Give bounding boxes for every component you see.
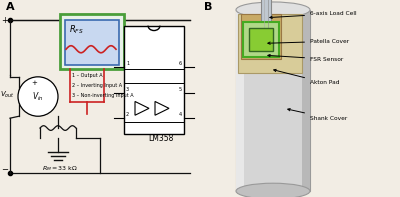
Text: B: B xyxy=(204,2,212,12)
Text: 6-axis Load Cell: 6-axis Load Cell xyxy=(270,11,357,19)
Text: 1: 1 xyxy=(126,61,129,66)
Ellipse shape xyxy=(236,183,310,197)
Bar xyxy=(236,10,244,191)
Text: Patella Cover: Patella Cover xyxy=(268,39,349,44)
Polygon shape xyxy=(135,101,149,115)
Text: −: − xyxy=(1,165,8,174)
Text: Akton Pad: Akton Pad xyxy=(274,69,340,85)
Text: +: + xyxy=(1,16,8,25)
Text: 1 – Output A: 1 – Output A xyxy=(72,73,103,78)
Bar xyxy=(261,0,271,28)
Text: 4: 4 xyxy=(179,112,182,117)
Text: A: A xyxy=(6,2,15,12)
Bar xyxy=(124,26,184,134)
Ellipse shape xyxy=(236,2,310,18)
Bar xyxy=(236,10,310,191)
Bar xyxy=(243,22,279,57)
Text: FSR Sensor: FSR Sensor xyxy=(268,54,343,62)
Polygon shape xyxy=(155,101,169,115)
Bar xyxy=(302,10,310,191)
Text: LM358: LM358 xyxy=(148,134,173,143)
Bar xyxy=(60,14,124,69)
Text: $V_{in}$: $V_{in}$ xyxy=(32,90,44,103)
Bar xyxy=(65,20,119,65)
Text: 3: 3 xyxy=(126,87,129,92)
Circle shape xyxy=(18,77,58,116)
Text: 6: 6 xyxy=(179,61,182,66)
Bar xyxy=(238,14,302,73)
Text: 2 – Inverting Input A: 2 – Inverting Input A xyxy=(72,83,122,88)
Text: $V_{out}$: $V_{out}$ xyxy=(0,89,15,100)
Text: $R_M = 33$ k$\Omega$: $R_M = 33$ k$\Omega$ xyxy=(42,164,78,173)
Bar xyxy=(241,14,281,59)
Text: 2: 2 xyxy=(126,112,129,117)
Text: +: + xyxy=(31,80,37,86)
Text: 3 – Non-inverting Input A: 3 – Non-inverting Input A xyxy=(72,93,134,98)
Text: Shank Cover: Shank Cover xyxy=(288,109,347,121)
Text: 5: 5 xyxy=(179,87,182,92)
Text: $R_{FS}$: $R_{FS}$ xyxy=(69,23,83,36)
Bar xyxy=(249,28,273,51)
